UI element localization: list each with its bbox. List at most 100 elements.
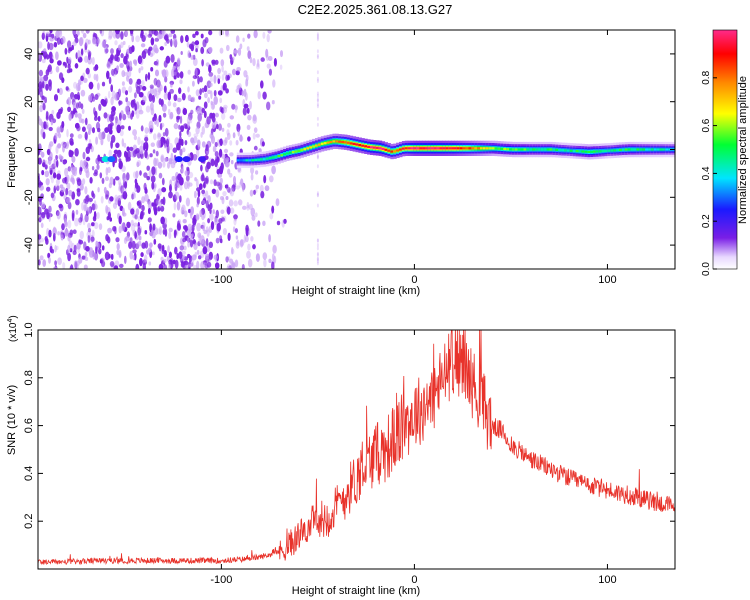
noise-blob <box>157 188 162 197</box>
noise-blob <box>225 256 229 263</box>
noise-blob <box>243 88 247 98</box>
noise-blob <box>137 136 141 146</box>
noise-blob <box>106 70 110 80</box>
ridge-segment <box>569 149 574 152</box>
noise-blob <box>92 36 97 45</box>
ridge-segment <box>511 148 516 151</box>
noise-blob <box>64 167 69 177</box>
noise-blob <box>38 217 42 223</box>
heatmap-ylabel: Frequency (Hz) <box>6 112 18 188</box>
noise-blob <box>215 237 220 244</box>
noise-blob <box>75 199 80 206</box>
noise-blob <box>107 90 111 99</box>
noise-blob <box>81 108 85 114</box>
noise-blob <box>196 148 200 158</box>
noise-blob <box>117 195 122 201</box>
noise-blob <box>105 234 109 242</box>
noise-blob <box>61 223 65 231</box>
ridge-segment <box>315 144 319 147</box>
ridge-segment <box>506 148 510 151</box>
noise-blob <box>141 196 146 204</box>
noise-blob <box>243 70 248 78</box>
noise-blob <box>252 244 256 250</box>
ridge-segment <box>404 147 409 150</box>
noise-blob <box>251 214 256 221</box>
noise-blob <box>222 228 227 236</box>
noise-blob <box>200 174 205 182</box>
noise-blob <box>241 90 245 97</box>
noise-blob <box>197 241 201 247</box>
noise-blob <box>167 245 170 253</box>
noise-blob <box>41 170 45 176</box>
noise-blob <box>108 76 112 85</box>
noise-blob <box>141 242 146 249</box>
noise-blob <box>82 178 86 185</box>
colorbar-tick-label: 0.4 <box>701 166 712 180</box>
noise-blob <box>130 99 135 108</box>
noise-blob <box>138 92 144 98</box>
noise-blob <box>182 147 186 153</box>
noise-blob <box>161 30 165 35</box>
noise-blob <box>76 188 81 193</box>
noise-blob <box>72 229 77 234</box>
noise-blob <box>67 235 71 242</box>
noise-blob <box>199 88 202 96</box>
noise-blob <box>262 31 266 39</box>
noise-blob <box>179 71 184 79</box>
noise-blob <box>84 166 89 174</box>
noise-blob <box>107 133 111 142</box>
ridge-segment <box>254 158 258 161</box>
noise-blob <box>181 93 186 101</box>
noise-blob <box>190 233 193 242</box>
noise-blob <box>77 50 81 59</box>
snr-ylabel: SNR (10 * v/v) <box>6 385 18 455</box>
noise-blob <box>149 52 153 58</box>
noise-blob <box>173 38 178 47</box>
noise-blob <box>74 112 78 118</box>
noise-blob <box>255 170 259 175</box>
noise-blob <box>134 231 137 239</box>
noise-blob <box>179 115 183 124</box>
noise-blob <box>235 35 240 43</box>
noise-blob <box>53 158 56 167</box>
noise-blob <box>45 238 49 245</box>
noise-blob <box>125 90 128 96</box>
noise-blob <box>214 59 219 65</box>
noise-blob <box>169 111 174 120</box>
noise-blob <box>69 248 73 253</box>
noise-blob <box>269 212 274 220</box>
noise-blob <box>174 259 179 269</box>
noise-blob <box>167 91 171 101</box>
noise-blob <box>149 153 153 158</box>
noise-blob <box>78 239 84 245</box>
noise-blob <box>209 213 214 221</box>
noise-blob <box>199 76 203 83</box>
noise-blob <box>84 55 89 63</box>
noise-blob <box>221 65 224 73</box>
ridge-segment <box>294 150 299 153</box>
noise-blob <box>316 122 319 127</box>
noise-blob <box>186 116 191 125</box>
noise-blob <box>158 86 161 94</box>
noise-blob <box>153 30 159 36</box>
noise-blob <box>114 119 118 125</box>
noise-blob <box>196 260 200 269</box>
noise-blob <box>198 234 202 244</box>
ridge-segment <box>520 148 525 151</box>
noise-blob <box>138 67 141 74</box>
heatmap-ytick-label: 0 <box>23 146 35 152</box>
noise-blob <box>39 105 43 113</box>
noise-blob <box>60 234 64 241</box>
noise-blob <box>174 183 178 192</box>
noise-blob <box>133 59 137 65</box>
noise-blob <box>316 243 319 247</box>
noise-blob <box>271 165 276 175</box>
noise-blob <box>178 87 182 94</box>
noise-blob <box>138 109 144 115</box>
noise-blob <box>158 98 162 105</box>
noise-blob <box>273 58 277 67</box>
ridge-segment <box>555 148 559 151</box>
noise-blob <box>49 167 53 175</box>
noise-blob <box>44 170 50 178</box>
ridge-segment <box>532 148 536 151</box>
